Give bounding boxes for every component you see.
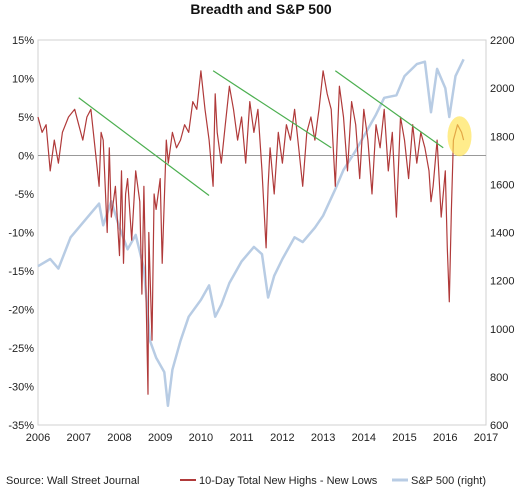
left-tick-label: -5% (14, 189, 34, 201)
plot-area (37, 39, 487, 426)
trendline (334, 70, 444, 149)
right-tick-label: 1400 (490, 228, 514, 240)
legend: Source: Wall Street Journal 10-Day Total… (6, 475, 486, 487)
trendline (78, 97, 210, 197)
left-axis: 15% 10% 5% 0% -5% -10% -15% -20% -25% -30% -35% (8, 35, 34, 432)
right-axis: 2200 2000 1800 1600 1400 1200 1000 800 600 (490, 35, 514, 432)
x-tick-label: 2014 (352, 432, 376, 444)
left-tick-label: 15% (12, 35, 34, 47)
x-tick-label: 2011 (230, 432, 254, 444)
x-tick-label: 2010 (189, 432, 213, 444)
trendline-layer (78, 70, 472, 197)
series-line-breadth (37, 70, 465, 395)
legend-label-breadth: 10-Day Total New Highs - New Lows (199, 475, 378, 487)
x-tick-label: 2008 (107, 432, 131, 444)
x-axis: 2006 2007 2008 2009 2010 2011 2012 2013 2014 2015… (26, 432, 498, 444)
left-tick-label: 10% (12, 74, 34, 86)
x-tick-label: 2016 (433, 432, 457, 444)
right-tick-label: 2000 (490, 83, 514, 95)
x-tick-label: 2017 (474, 432, 498, 444)
right-tick-label: 1600 (490, 179, 514, 191)
left-tick-label: -10% (8, 228, 34, 240)
right-tick-label: 600 (490, 420, 508, 432)
left-tick-label: -30% (8, 382, 34, 394)
left-tick-label: 0% (18, 151, 34, 163)
right-tick-label: 1200 (490, 276, 514, 288)
x-tick-label: 2015 (392, 432, 416, 444)
right-tick-label: 800 (490, 372, 508, 384)
trendline (212, 70, 332, 149)
left-tick-label: -20% (8, 305, 34, 317)
source-note: Source: Wall Street Journal (6, 475, 139, 487)
left-tick-label: -15% (8, 266, 34, 278)
x-tick-label: 2012 (270, 432, 294, 444)
legend-label-sp500: S&P 500 (right) (411, 475, 486, 487)
x-tick-label: 2007 (66, 432, 90, 444)
series-line-sp500 (37, 58, 465, 408)
x-tick-label: 2013 (311, 432, 335, 444)
left-tick-label: -25% (8, 343, 34, 355)
right-tick-label: 1000 (490, 324, 514, 336)
left-tick-label: 5% (18, 112, 34, 124)
series-layer (37, 58, 465, 408)
highlight-marker (447, 116, 472, 157)
right-tick-label: 1800 (490, 131, 514, 143)
x-tick-label: 2009 (148, 432, 172, 444)
x-tick-label: 2006 (26, 432, 50, 444)
right-tick-label: 2200 (490, 35, 514, 47)
chart-title: Breadth and S&P 500 (190, 1, 332, 17)
left-tick-label: -35% (8, 420, 34, 432)
